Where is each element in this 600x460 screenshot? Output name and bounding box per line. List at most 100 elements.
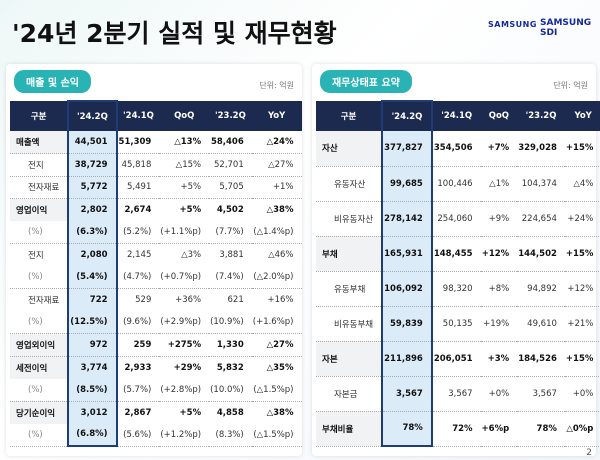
table-header: 구분 '24.2Q '24.1Q QoQ '23.2Q YoY <box>316 100 600 131</box>
cell: +24% <box>567 213 594 224</box>
cell: 3,567 <box>532 388 557 399</box>
cell: △38% <box>266 205 294 215</box>
cell: 100,446 <box>437 178 473 189</box>
unit-label: 단위: 억원 <box>259 81 294 90</box>
row-label: 부채비율 <box>316 411 383 446</box>
cell: 5,832 <box>216 362 244 373</box>
cell: +5% <box>180 182 202 193</box>
cell: △4% <box>573 178 594 189</box>
column-header: '24.2Q <box>381 100 433 131</box>
row-label: 전지 <box>28 160 44 171</box>
table-row: (%) (8.5%) (5.7%) (+2.8%p) (10.0%) (△1.5%p) <box>10 378 302 401</box>
cell: 51,309 <box>118 137 152 147</box>
table-row: 영업외이익 972 259 +275% 1,330 △27% <box>10 333 302 356</box>
cell: +1% <box>272 182 294 193</box>
table-row: (%) (6.8%) (5.6%) (+1.2%p) (8.3%) (△1.5%p) <box>10 423 302 447</box>
row-group: 영업외이익 972 259 +275% 1,330 △27% <box>10 333 302 356</box>
column-header: '24.1Q <box>116 101 160 131</box>
cell: △15% <box>175 159 202 170</box>
row-label: 부채 <box>316 236 383 271</box>
table-row: 자본 211,896 206,051 +3% 184,526 +15% <box>316 341 600 376</box>
column-header: '24.2Q <box>67 100 118 131</box>
cell: 3,774 <box>67 356 118 379</box>
cell: 354,506 <box>433 143 473 154</box>
column-header: '24.1Q <box>431 101 481 131</box>
row-label: 세전이익 <box>10 356 69 379</box>
cell: △27% <box>268 159 294 170</box>
cell: (△2.0%p) <box>253 272 294 282</box>
column-header: 구분 <box>316 101 383 131</box>
cell: 259 <box>133 339 152 350</box>
row-group: 부채비율 78% 72% +6%p 78% △0%p <box>316 411 600 447</box>
cell: 3,567 <box>448 388 473 399</box>
table-row: 전자재료 5,772 5,491 +5% 5,705 +1% <box>10 176 302 199</box>
row-label: 비유동자산 <box>334 214 374 225</box>
cell: 5,705 <box>219 182 244 193</box>
cell: (+1.2%p) <box>160 429 202 440</box>
row-group: 전지 38,729 45,818 △15% 52,701 △27% <box>10 153 302 176</box>
row-group: 전자재료 5,772 5,491 +5% 5,705 +1% <box>10 176 302 199</box>
row-label: 자본 <box>316 341 383 376</box>
row-group: 전지 2,080 2,145 △3% 3,881 △46% (%) (5.4%) (4.7%)(… <box>10 243 302 289</box>
row-group: 비유동자산 278,142 254,060 +9% 224,654 +24% <box>316 201 600 236</box>
cell: (9.6%) <box>123 317 152 327</box>
cell: +9% <box>488 213 510 224</box>
cell: 45,818 <box>121 159 152 170</box>
data-table: 구분 '24.2Q '24.1Q QoQ '23.2Q YoY 매출액 44,501 51,30… <box>10 100 302 447</box>
table-header: 구분 '24.2Q '24.1Q QoQ '23.2Q YoY <box>10 100 302 131</box>
cell: +29% <box>173 362 202 373</box>
table-row: 유동자산 99,685 100,446 △1% 104,374 △4% <box>316 166 600 201</box>
table-row: (%) (12.5%) (9.6%) (+2.9%p) (10.9%) (+1.6%p) <box>10 311 302 334</box>
cell: (+1.6%p) <box>252 317 294 327</box>
cell: (△1.5%p) <box>253 429 294 440</box>
cell: 106,092 <box>381 271 433 306</box>
cell: △35% <box>266 362 294 373</box>
cell: 5,772 <box>67 176 118 199</box>
cell: 38,729 <box>67 153 118 176</box>
cell: 94,892 <box>527 283 557 294</box>
row-group: 세전이익 3,774 2,933 +29% 5,832 △35% (%) (8.5%) (5.7… <box>10 356 302 401</box>
cell: 4,502 <box>216 205 244 215</box>
column-header: 구분 <box>10 101 69 131</box>
table-row: 전지 2,080 2,145 △3% 3,881 △46% <box>10 243 302 266</box>
row-label: 전지 <box>28 251 44 261</box>
unit-label: 단위: 억원 <box>553 81 588 90</box>
table-row: 비유동자산 278,142 254,060 +9% 224,654 +24% <box>316 201 600 236</box>
row-label: 당기순이익 <box>10 401 69 424</box>
cell: (5.7%) <box>123 384 152 395</box>
row-label: 자본금 <box>334 389 358 400</box>
row-group: 유동부채 106,092 98,320 +8% 94,892 +12% <box>316 271 600 306</box>
cell: 3,881 <box>219 250 244 260</box>
row-group: 영업이익 2,802 2,674 +5% 4,502 △38% (%) (6.3%) (5.2%… <box>10 198 302 244</box>
cell: +15% <box>565 353 594 364</box>
cell: (6.8%) <box>67 423 118 447</box>
cell: (10.9%) <box>210 317 244 327</box>
cell: 621 <box>227 295 244 305</box>
cell: (5.6%) <box>123 429 152 440</box>
cell: 144,502 <box>518 248 557 259</box>
cell: 278,142 <box>381 201 433 236</box>
table-row: (%) (6.3%) (5.2%) (+1.1%p) (7.7%) (△1.4%p) <box>10 221 302 244</box>
page-number: 2 <box>586 448 592 458</box>
cell: 2,080 <box>67 243 118 266</box>
table-row: 매출액 44,501 51,309 △13% 58,406 △24% <box>10 131 302 154</box>
cell: +8% <box>488 283 510 294</box>
cell: △3% <box>181 250 202 260</box>
column-header: '23.2Q <box>517 101 565 131</box>
slide-title: '24년 2분기 실적 및 재무현황 <box>12 19 337 48</box>
row-label: (%) <box>28 317 43 327</box>
cell: △38% <box>266 407 294 418</box>
cell: +15% <box>565 143 594 154</box>
cell: △46% <box>268 250 294 260</box>
cell: 329,028 <box>518 143 557 154</box>
cell: 49,610 <box>527 318 557 329</box>
row-label: (%) <box>28 429 43 440</box>
cell: (8.5%) <box>67 378 118 401</box>
logo: SAMSUNG SDI <box>540 18 592 38</box>
row-group: 자본 211,896 206,051 +3% 184,526 +15% <box>316 341 600 376</box>
column-header: QoQ <box>480 101 518 131</box>
income-panel: 매출 및 손익 단위: 억원 구분 '24.2Q '24.1Q QoQ '23.2Q YoY 매… <box>6 64 302 456</box>
cell: +16% <box>267 295 294 305</box>
cell: 2,867 <box>124 407 152 418</box>
